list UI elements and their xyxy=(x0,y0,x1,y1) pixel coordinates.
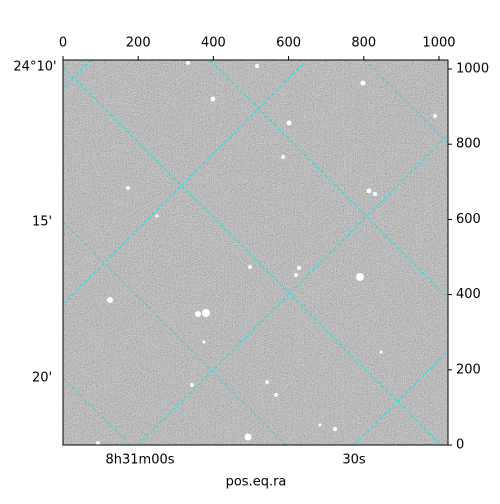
x-tick-label: 600 xyxy=(276,36,301,51)
y-tick-label: 1000 xyxy=(456,62,489,77)
dec-label: 24°10' xyxy=(13,60,56,75)
y-tick-label: 0 xyxy=(456,438,464,453)
y-tick-label: 800 xyxy=(456,137,481,152)
x-tick-label: 0 xyxy=(59,36,67,51)
y-tick-label: 200 xyxy=(456,362,481,377)
plot-frame xyxy=(62,59,449,446)
ra-label: 8h31m00s xyxy=(105,453,174,468)
x-tick-label: 1000 xyxy=(422,36,455,51)
x-tick-label: 800 xyxy=(351,36,376,51)
stars xyxy=(96,61,437,445)
x-tick-label: 200 xyxy=(126,36,151,51)
y-tick-label: 600 xyxy=(456,212,481,227)
sky-image xyxy=(63,60,448,445)
dec-label: 15' xyxy=(32,215,52,230)
ra-label: 30s xyxy=(342,453,366,468)
x-tick-label: 400 xyxy=(201,36,226,51)
dec-label: 20' xyxy=(32,371,52,386)
x-axis-label: pos.eq.ra xyxy=(226,475,287,490)
coordinate-grid xyxy=(63,60,448,445)
y-tick-label: 400 xyxy=(456,287,481,302)
